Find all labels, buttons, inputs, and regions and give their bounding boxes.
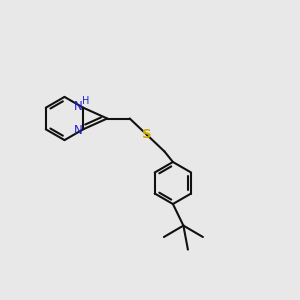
Text: N: N — [74, 124, 82, 137]
Text: N: N — [74, 100, 82, 113]
Text: H: H — [82, 96, 90, 106]
Text: S: S — [142, 128, 152, 142]
